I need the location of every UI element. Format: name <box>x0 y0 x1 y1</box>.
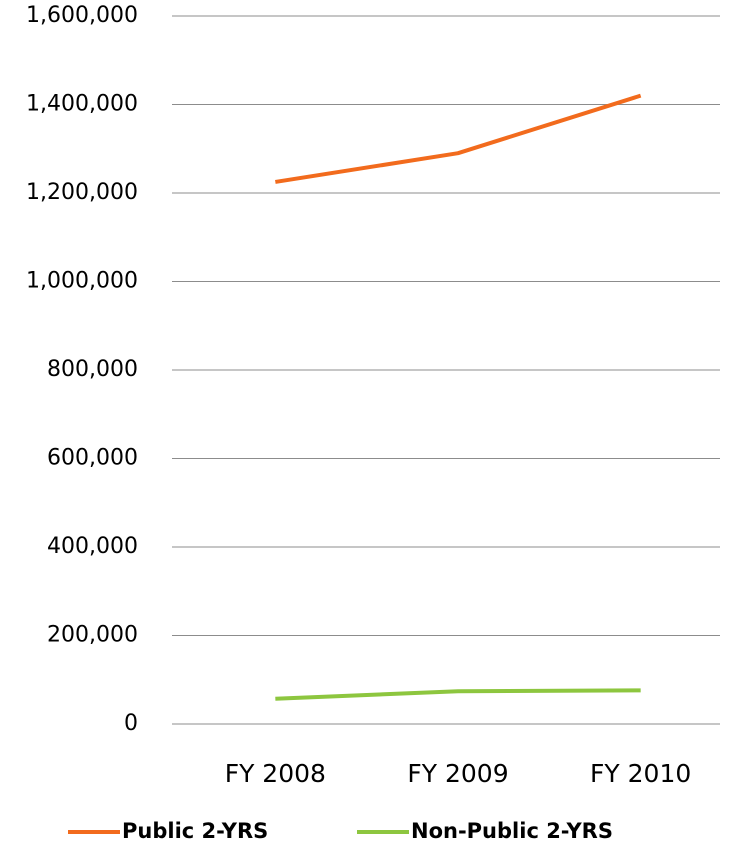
y-tick-label: 1,200,000 <box>26 180 138 205</box>
x-tick-label: FY 2009 <box>407 759 508 788</box>
y-tick-label: 600,000 <box>47 446 138 471</box>
y-tick-label: 1,400,000 <box>26 92 138 117</box>
y-tick-label: 200,000 <box>47 623 138 648</box>
y-tick-label: 0 <box>124 711 138 736</box>
legend-label: Public 2-YRS <box>122 819 268 843</box>
legend-label: Non-Public 2-YRS <box>411 819 613 843</box>
y-tick-label: 800,000 <box>47 357 138 382</box>
y-tick-label: 1,000,000 <box>26 269 138 294</box>
series-line <box>275 93 642 184</box>
x-tick-label: FY 2010 <box>590 759 691 788</box>
series-line <box>275 688 641 701</box>
y-tick-label: 1,600,000 <box>26 3 138 28</box>
x-tick-label: FY 2008 <box>225 759 326 788</box>
y-tick-label: 400,000 <box>47 534 138 559</box>
